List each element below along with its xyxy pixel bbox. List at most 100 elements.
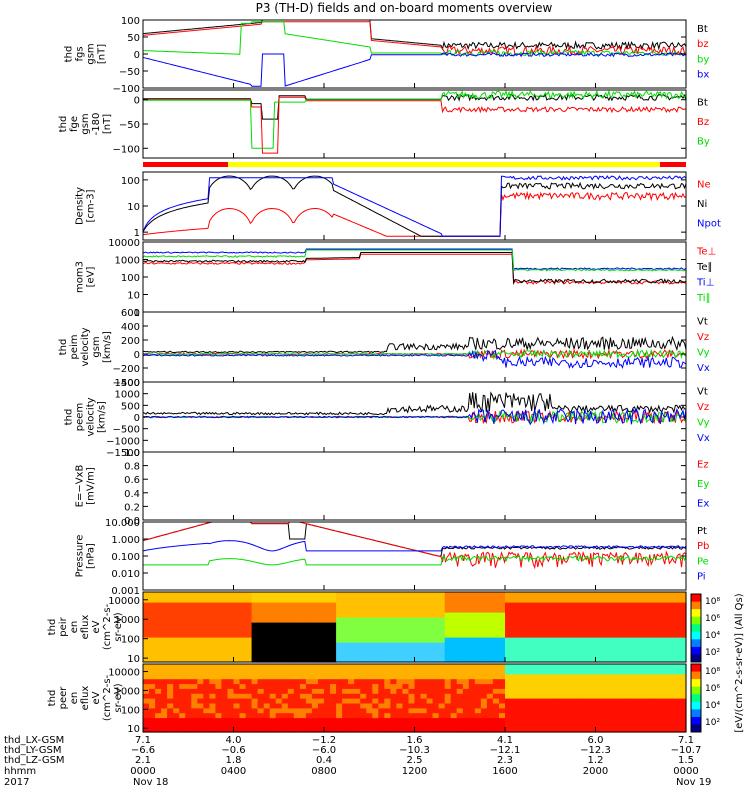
heatmap-cell — [517, 688, 524, 694]
heatmap-cell — [649, 592, 657, 598]
heatmap-cell — [643, 592, 651, 598]
heatmap-cell — [239, 627, 247, 633]
heatmap-cell — [336, 652, 343, 658]
heatmap-cell — [305, 727, 313, 733]
heatmap-cell — [378, 597, 385, 603]
heatmap-cell — [227, 647, 235, 653]
heatmap-cell — [559, 668, 566, 675]
heatmap-cell — [517, 683, 524, 689]
heatmap-cell — [143, 688, 150, 694]
x-col-value-ly: −6.0 — [312, 745, 336, 756]
heatmap-cell — [257, 622, 265, 628]
heatmap-cell — [432, 678, 440, 685]
heatmap-cell — [613, 632, 621, 638]
heatmap-cell — [330, 688, 337, 694]
heatmap-cell — [227, 652, 235, 658]
heatmap-cell — [251, 607, 259, 613]
heatmap-cell — [233, 642, 241, 648]
heatmap-cell — [535, 693, 542, 699]
heatmap-cell — [378, 632, 385, 638]
heatmap-cell — [426, 652, 434, 658]
y-axis-label: eV — [91, 620, 102, 633]
heatmap-cell — [517, 698, 524, 704]
heatmap-cell — [480, 657, 488, 663]
heatmap-cell — [263, 678, 271, 685]
heatmap-cell — [402, 597, 409, 603]
heatmap-cell — [553, 702, 560, 709]
heatmap-cell — [390, 657, 397, 663]
heatmap-cell — [432, 727, 440, 733]
heatmap-cell — [667, 727, 675, 733]
heatmap-cell — [161, 652, 168, 658]
heatmap-cell — [631, 597, 639, 603]
heatmap-cell — [499, 707, 506, 714]
heatmap-cell — [348, 688, 355, 694]
heatmap-cell — [269, 597, 277, 603]
heatmap-cell — [354, 612, 361, 618]
heatmap-cell — [426, 627, 434, 633]
heatmap-cell — [619, 678, 627, 685]
heatmap-cell — [583, 707, 590, 714]
heatmap-cell — [227, 664, 235, 670]
heatmap-cell — [474, 664, 482, 670]
heatmap-cell — [233, 622, 241, 628]
heatmap-cell — [245, 722, 253, 728]
heatmap-cell — [414, 678, 422, 685]
heatmap-cell — [179, 717, 186, 723]
heatmap-cell — [577, 688, 584, 694]
heatmap-cell — [619, 693, 627, 699]
heatmap-cell — [390, 647, 397, 653]
heatmap-cell — [517, 673, 524, 680]
heatmap-cell — [486, 683, 494, 689]
heatmap-cell — [257, 673, 265, 680]
heatmap-cell — [318, 673, 325, 680]
heatmap-cell — [227, 657, 235, 663]
heatmap-cell — [239, 717, 247, 723]
heatmap-cell — [263, 602, 271, 608]
heatmap-cell — [523, 664, 530, 670]
heatmap-cell — [450, 673, 458, 680]
heatmap-cell — [281, 727, 289, 733]
heatmap-cell — [523, 678, 530, 685]
heatmap-cell — [571, 712, 578, 719]
heatmap-cell — [547, 652, 554, 658]
heatmap-cell — [625, 688, 633, 694]
heatmap-cell — [167, 693, 174, 699]
heatmap-cell — [348, 717, 355, 723]
heatmap-cell — [287, 617, 295, 623]
heatmap-cell — [673, 647, 681, 653]
heatmap-cell — [251, 727, 259, 733]
heatmap-cell — [179, 668, 186, 675]
heatmap-cell — [185, 688, 192, 694]
heatmap-cell — [673, 592, 681, 598]
heatmap-cell — [348, 693, 355, 699]
heatmap-cell — [149, 722, 156, 728]
heatmap-cell — [583, 717, 590, 723]
heatmap-cell — [505, 693, 512, 699]
heatmap-cell — [589, 707, 597, 714]
heatmap-cell — [227, 722, 235, 728]
y-tick-label: 1.000 — [111, 535, 140, 546]
heatmap-cell — [462, 712, 470, 719]
heatmap-cell — [299, 637, 307, 643]
heatmap-cell — [535, 727, 542, 733]
heatmap-cell — [173, 717, 180, 723]
heatmap-cell — [161, 712, 168, 719]
heatmap-cell — [348, 727, 355, 733]
heatmap-cell — [414, 664, 422, 670]
heatmap-cell — [372, 712, 379, 719]
heatmap-cell — [505, 688, 512, 694]
heatmap-cell — [149, 627, 156, 633]
heatmap-cell — [378, 652, 385, 658]
heatmap-cell — [661, 683, 669, 689]
heatmap-cell — [468, 647, 476, 653]
heatmap-cell — [619, 632, 627, 638]
heatmap-cell — [577, 602, 584, 608]
heatmap-cell — [625, 727, 633, 733]
heatmap-cell — [275, 602, 283, 608]
heatmap-cell — [553, 727, 560, 733]
heatmap-cell — [517, 668, 524, 675]
heatmap-cell — [649, 678, 657, 685]
heatmap-cell — [559, 673, 566, 680]
heatmap-cell — [480, 702, 488, 709]
